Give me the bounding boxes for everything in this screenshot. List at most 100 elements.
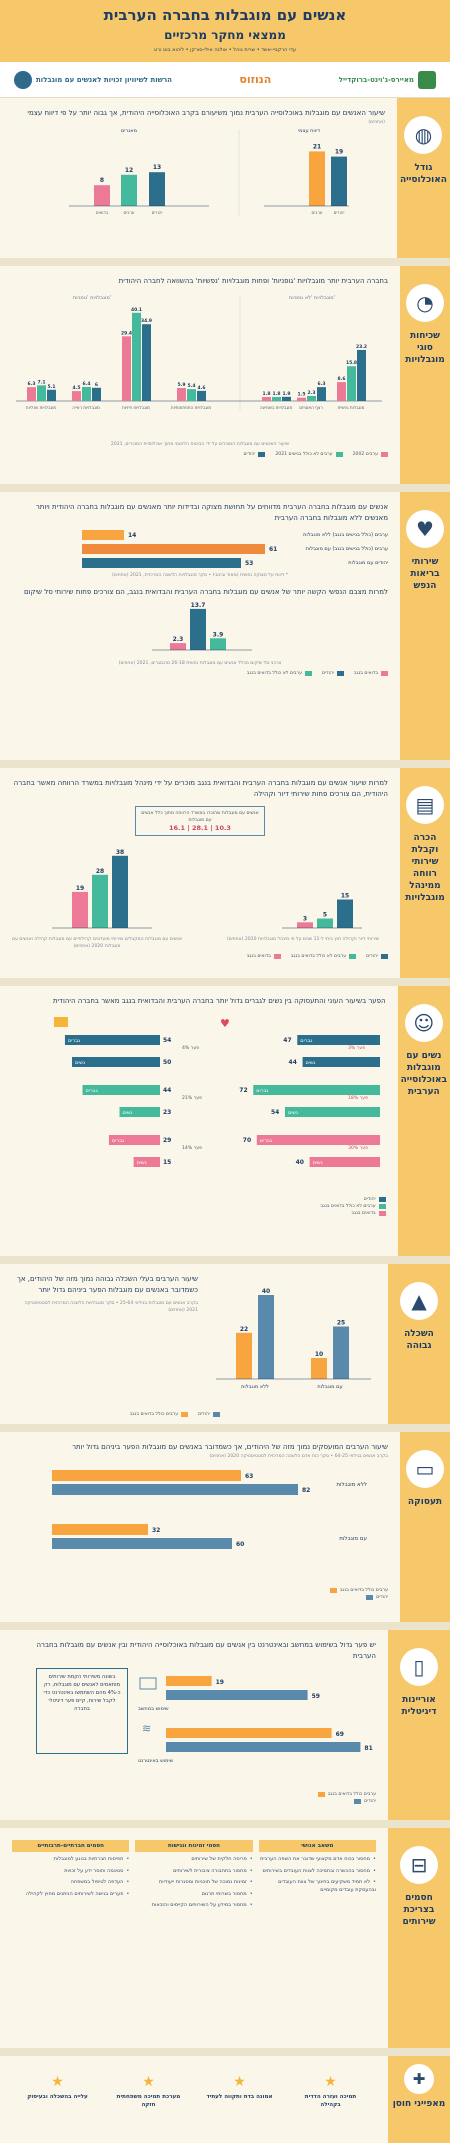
bar: [337, 899, 353, 928]
bar-value: 72: [239, 1087, 247, 1094]
health-row: 53 יהודים עם מוגבלות: [12, 558, 388, 568]
bar: [37, 385, 46, 401]
bar-label: נשים: [305, 1060, 315, 1066]
briefcase-icon: ▭: [406, 1450, 444, 1488]
section-education: ▲ השכלה גבוהה 22 40 ללא מוגבלות 10 25 עם מוגב…: [0, 1264, 450, 1424]
bar: [317, 387, 326, 401]
bar: [92, 387, 101, 401]
barrier-col-access: חסמי זמינות ונגישות פריסה חלקית של שירות…: [135, 1840, 253, 1914]
barrier-col-human: משאב אנושי מחסור בכוח אדם מקצועי שדובר א…: [258, 1840, 376, 1914]
bar-value: 15: [341, 893, 349, 900]
star-icon: ★: [233, 2074, 246, 2090]
bar-label: ערבים: [311, 210, 322, 215]
bar-label: גברים: [85, 1088, 97, 1094]
bar-value: 28: [96, 868, 104, 875]
pie-icon: ◔: [406, 284, 444, 322]
bar: [256, 1135, 380, 1145]
bar: [47, 389, 56, 401]
barrier-item: מחסור במידע על השירותים הקיימים והזכאות: [135, 1902, 252, 1910]
gap-label: פער 21%: [182, 1095, 202, 1101]
category-label: מוגבלויות שכליות: [26, 405, 56, 410]
bar-label: נשים: [312, 1160, 322, 1166]
bar-value: 40: [262, 1288, 270, 1295]
bar: [333, 1326, 349, 1379]
gov-logo: הרשות לשיוויון זכויות לאנשים עם מוגבלות: [14, 70, 172, 89]
bar: [297, 397, 306, 401]
puzzle-icon: ✚: [404, 2064, 434, 2094]
bar-value: 6: [95, 382, 98, 388]
bar-value: 38: [116, 849, 124, 856]
bar: [82, 386, 91, 401]
group-label-self: דיווח עצמי: [298, 128, 320, 134]
bar: [72, 891, 88, 928]
barrier-item: סטיגמה וחוסר ידע על זכויות: [12, 1868, 129, 1876]
bar-value: 34.9: [141, 318, 152, 324]
recognition-lead: למרות שיעור אנשים עם מוגבלות בחברה הערבי…: [13, 779, 388, 798]
bar-value: 81: [364, 1745, 372, 1752]
bar: [190, 608, 206, 650]
bar-label: נשים: [122, 1110, 132, 1116]
health-lead: אנשים עם מוגבלות בחברה הערבית מדווחים על…: [35, 503, 388, 522]
bar: [308, 151, 325, 206]
barrier-item: מחסור בהכשרה ובתמיכה לצוות העובדים בשירו…: [259, 1868, 376, 1876]
bar-label: גברים: [256, 1088, 268, 1094]
woman-icon: ☺: [404, 1004, 443, 1042]
barrier-item: מחסור בתחבורה ציבורית לשירותים: [135, 1868, 252, 1876]
category-label: מוגבלויות התפתחותיות: [171, 405, 211, 410]
group-label: עם מוגבלות: [339, 1535, 367, 1542]
bar-value: 82: [302, 1487, 310, 1494]
bar: [52, 1524, 148, 1535]
bar-value: 2.3: [308, 390, 316, 396]
section-employment: ▭ תעסוקה שיעור הערבים המועסקים נמוך מזה …: [0, 1432, 450, 1622]
section-barriers: ⊟ חסמים בצריכת שירותים משאב אנושי מחסור …: [0, 1828, 450, 2048]
barrier-col-social: חסמים חברתיים-תרבותיים תפיסות חברתיות בנ…: [12, 1840, 130, 1914]
bar-value: 32: [152, 1527, 160, 1534]
health-label: ערבים (כולל בגישים בנגב) עם מוגבלות: [305, 546, 388, 552]
health-value: 53: [245, 559, 254, 567]
barrier-item: לא תמיד משקיעים בחינוך של צוות העובדים ו…: [259, 1879, 376, 1894]
bar-value: 10: [315, 1351, 323, 1358]
types-lead: בחברה הערבית יותר מוגבלויות 'גופניות' ופ…: [118, 277, 388, 285]
bar-value: 22: [240, 1326, 248, 1333]
bar-value: 6.3: [318, 381, 326, 387]
barrier-item: תפיסות חברתיות בנוגע למוגבלות: [12, 1856, 129, 1864]
bar-value: 19: [216, 1679, 224, 1686]
bar: [148, 172, 165, 206]
bar-value: 40.1: [131, 307, 142, 313]
strength-item: ★ עלייה בהשכלה ובעיסוק: [22, 2074, 94, 2101]
bar: [64, 1035, 160, 1045]
section-health: ♥ שירותי בריאות הנפש אנשים עם מוגבלות בח…: [0, 492, 450, 760]
category-label: מוגבלות נפשית: [338, 405, 365, 410]
gap-label: פער 14%: [182, 1145, 202, 1151]
bar-value: 54: [271, 1109, 279, 1116]
health-label: ערבים (כולל בגישים בנגב) ללא מוגבלות: [303, 532, 388, 538]
bar-value: 5.9: [178, 382, 186, 388]
women-lead: הפער בשיעור העוני והתעסוקה בין נשים לגבר…: [52, 997, 386, 1005]
globe-icon: ◍: [404, 116, 443, 154]
wifi-icon: ≋: [142, 1722, 151, 1735]
bar: [166, 1690, 308, 1700]
bar-value: 44: [288, 1059, 296, 1066]
bar-value: 3: [303, 915, 307, 922]
group-label: ללא מוגבלות: [241, 1384, 269, 1390]
bar: [307, 395, 316, 401]
bar-value: 19: [335, 149, 343, 156]
bar-value: 63: [245, 1473, 253, 1480]
page-header: אנשים עם מוגבלות בחברה הערבית ממצאי מחקר…: [0, 0, 450, 62]
bar-value: 4.5: [73, 385, 81, 391]
health-label: יהודים עם מוגבלות: [348, 560, 388, 566]
group-label: שימוש באינטרנט: [138, 1758, 174, 1764]
section-population: ◍ גודל האוכלוסייה שיעור האנשים עם מוגבלו…: [0, 98, 450, 258]
bar-value: 69: [336, 1731, 344, 1738]
bar-label: גברים: [112, 1138, 124, 1144]
health-row: 61 ערבים (כולל בגישים בנגב) עם מוגבלות: [12, 544, 388, 554]
bar-value: 5.1: [48, 384, 56, 390]
recognition-chart: 19 28 38 3 5 15: [52, 849, 362, 929]
health-value: 61: [269, 545, 278, 553]
group-label: עם מוגבלות: [317, 1384, 342, 1390]
section-disability-types: ◔ שכיחות סוגי מוגבלויות בחברה הערבית יות…: [0, 266, 450, 484]
graduation-cap-icon: ▲: [400, 1282, 438, 1320]
education-lead: שיעור הערבים בעלי השכלה גבוהה נמוך מזה ש…: [17, 1275, 198, 1294]
digital-box: בשונה משירותי הקמת שירותים מותאמים לאנשי…: [36, 1668, 128, 1754]
bar: [120, 174, 137, 206]
